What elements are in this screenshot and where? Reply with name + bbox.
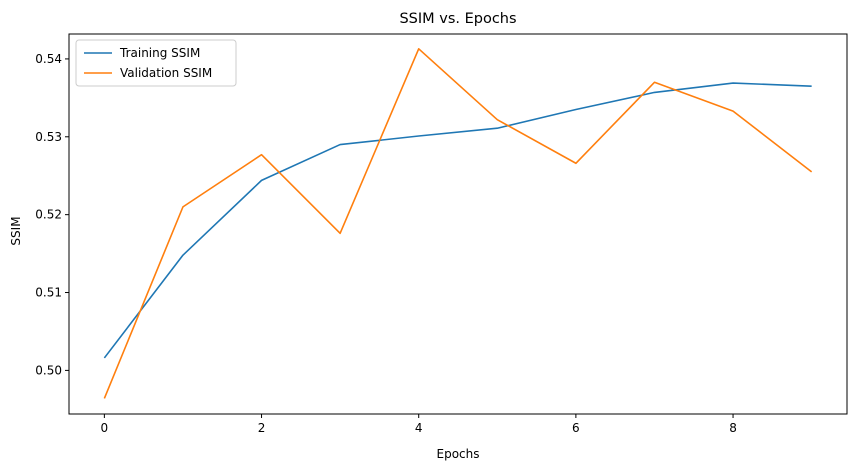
x-tick-label: 8 xyxy=(729,421,737,435)
chart-title: SSIM vs. Epochs xyxy=(399,11,516,27)
series-line-training-ssim xyxy=(104,83,811,358)
x-tick-label: 4 xyxy=(415,421,423,435)
legend-label: Training SSIM xyxy=(119,46,200,60)
x-tick-label: 0 xyxy=(101,421,109,435)
legend-label: Validation SSIM xyxy=(120,66,212,80)
y-tick-label: 0.54 xyxy=(35,52,62,66)
y-axis-ticks: 0.50 0.51 0.52 0.53 0.54 xyxy=(35,52,69,377)
legend: Training SSIM Validation SSIM xyxy=(76,40,236,86)
x-axis-label: Epochs xyxy=(437,447,480,461)
x-tick-label: 2 xyxy=(258,421,266,435)
y-tick-label: 0.50 xyxy=(35,363,62,377)
y-tick-label: 0.53 xyxy=(35,130,62,144)
y-tick-label: 0.51 xyxy=(35,286,62,300)
axes-frame xyxy=(69,34,847,414)
y-axis-label: SSIM xyxy=(9,216,23,245)
x-axis-ticks: 0 2 4 6 8 xyxy=(101,414,737,435)
x-tick-label: 6 xyxy=(572,421,580,435)
series-lines xyxy=(104,49,811,399)
y-tick-label: 0.52 xyxy=(35,208,62,222)
series-line-validation-ssim xyxy=(104,49,811,399)
